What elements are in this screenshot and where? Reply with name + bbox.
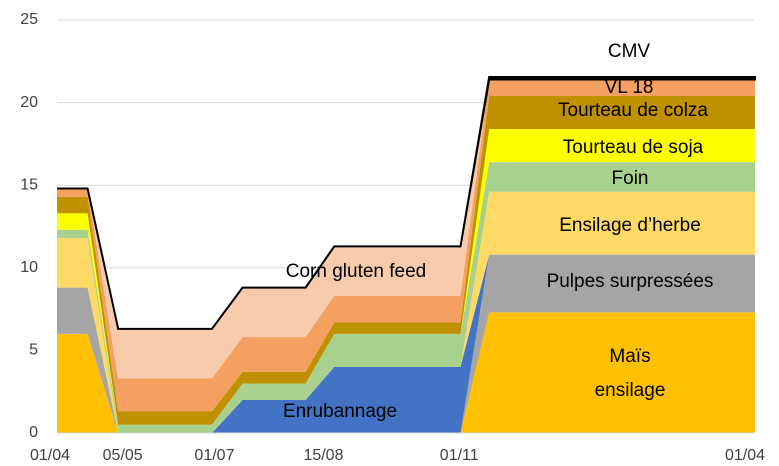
series-label: Foin bbox=[612, 168, 649, 189]
x-tick-label: 01/07 bbox=[194, 447, 234, 464]
series-label: Maïs ensilage bbox=[594, 346, 666, 401]
series-label: Pulpes surpressées bbox=[547, 271, 714, 292]
y-tick-label: 20 bbox=[20, 94, 38, 111]
x-tick-label: 01/04 bbox=[725, 447, 765, 464]
series-label: Tourteau de colza bbox=[558, 100, 708, 121]
area bbox=[57, 254, 755, 433]
area bbox=[57, 312, 755, 433]
y-tick-label: 15 bbox=[20, 176, 38, 193]
y-tick-label: 0 bbox=[29, 424, 38, 441]
x-tick-label: 05/05 bbox=[103, 447, 143, 464]
series-label: Enrubannage bbox=[283, 401, 397, 422]
x-tick-label: 01/04 bbox=[30, 447, 70, 464]
area bbox=[57, 254, 755, 433]
x-tick-label: 01/11 bbox=[440, 447, 479, 464]
y-tick-label: 10 bbox=[20, 259, 38, 276]
series-label-box: Maïs ensilage bbox=[594, 346, 666, 401]
x-tick-label: 15/08 bbox=[303, 447, 343, 464]
series-label: VL 18 bbox=[605, 77, 654, 98]
series-label: Ensilage d’herbe bbox=[559, 215, 701, 236]
y-tick-label: 5 bbox=[29, 342, 38, 359]
area bbox=[57, 75, 756, 330]
y-tick-label: 25 bbox=[20, 11, 38, 28]
series-label: CMV bbox=[608, 41, 651, 62]
area bbox=[57, 95, 755, 425]
area bbox=[57, 162, 755, 433]
area bbox=[57, 191, 755, 433]
series-label: Tourteau de soja bbox=[563, 137, 704, 158]
area bbox=[57, 129, 755, 425]
series-label: Corn gluten feed bbox=[286, 261, 427, 282]
